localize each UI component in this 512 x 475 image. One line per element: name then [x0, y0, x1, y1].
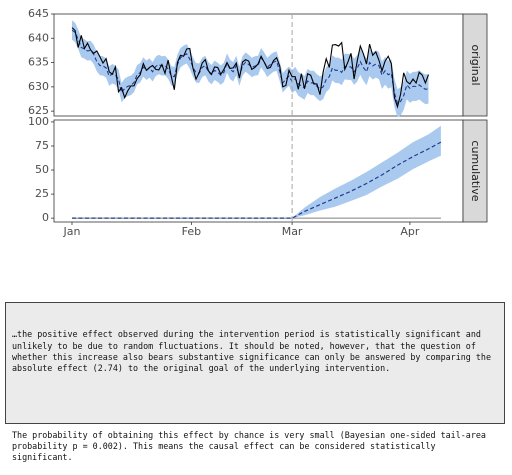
original-strip: [462, 13, 488, 117]
x-tick-label: Mar: [282, 225, 303, 238]
original-panel: original 625 630 635 640 645: [28, 7, 488, 118]
prediction-interval-band: [72, 20, 429, 118]
y-tick-label: 645: [28, 7, 49, 20]
causal-impact-chart: original 625 630 635 640 645 cumulative 0 25 50 7…: [28, 7, 488, 238]
y-tick-label: 635: [28, 56, 49, 69]
x-tick-label: Apr: [400, 225, 420, 238]
original-strip-label: original: [469, 44, 482, 85]
x-tick-label: Feb: [182, 225, 201, 238]
y-tick-label: 75: [35, 139, 49, 152]
cumulative-panel: cumulative 0 25 50 75 100: [28, 115, 488, 224]
report-box: …the positive effect observed during the…: [5, 302, 505, 462]
x-tick-label: Jan: [63, 225, 81, 238]
report-paragraph-1: …the positive effect observed during the…: [12, 329, 497, 374]
y-tick-label: 25: [35, 187, 49, 200]
y-tick-label: 100: [28, 115, 49, 128]
observed-series-line: [71, 27, 430, 109]
report-paragraph-2: The probability of obtaining this effect…: [12, 430, 492, 463]
cumulative-strip: [462, 119, 488, 223]
y-tick-label: 630: [28, 80, 49, 93]
cumulative-interval-band: [292, 125, 441, 219]
y-tick-label: 640: [28, 31, 49, 44]
y-tick-label: 625: [28, 104, 49, 117]
y-tick-label: 0: [42, 211, 49, 224]
y-tick-label: 50: [35, 163, 49, 176]
x-axis: Jan Feb Mar Apr: [63, 222, 420, 238]
cumulative-strip-label: cumulative: [469, 140, 482, 201]
cumulative-effect-line: [72, 141, 442, 219]
